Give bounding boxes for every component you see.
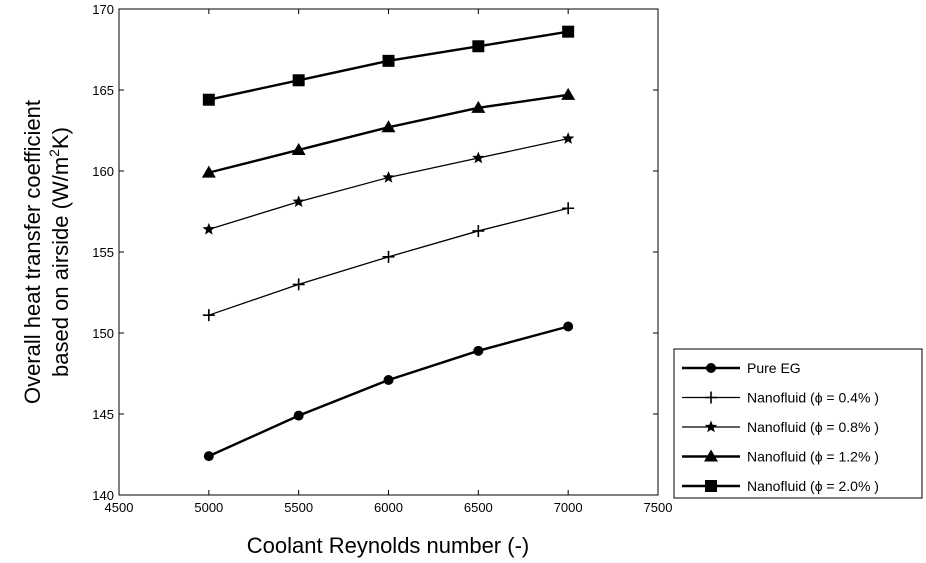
series-layer <box>201 25 576 462</box>
legend-marker-star <box>704 420 718 433</box>
y-tick-label: 140 <box>92 488 114 503</box>
x-axis-label: Coolant Reynolds number (-) <box>247 533 529 558</box>
y-tick-label: 165 <box>92 83 114 98</box>
data-point-plus <box>472 224 485 237</box>
data-point-circle <box>203 451 214 462</box>
y-axis-label: Overall heat transfer coefficient based … <box>20 100 73 404</box>
x-tick-label: 7500 <box>644 500 673 515</box>
data-point-circle <box>473 345 484 356</box>
data-point-square <box>472 40 485 53</box>
y-axis-ticks: 140 145 150 155 160 165 170 <box>92 2 658 503</box>
y-tick-label: 160 <box>92 164 114 179</box>
y-tick-label: 150 <box>92 326 114 341</box>
series-3 <box>202 132 575 235</box>
x-tick-label: 6500 <box>464 500 493 515</box>
y-axis-label-line1: Overall heat transfer coefficient <box>20 100 45 404</box>
legend-items: Pure EG Nanofluid (ϕ = 0.4% ) Nanofluid (ϕ… <box>682 360 879 494</box>
x-tick-label: 5500 <box>284 500 313 515</box>
legend-item: Pure EG <box>682 360 801 376</box>
data-point-plus <box>562 202 575 215</box>
data-point-circle <box>383 374 394 385</box>
data-point-circle <box>563 321 574 332</box>
series-1 <box>203 321 574 462</box>
data-point-star <box>292 195 305 208</box>
legend-item: Nanofluid (ϕ = 0.8% ) <box>682 419 879 435</box>
legend-item: Nanofluid (ϕ = 1.2% ) <box>682 449 879 465</box>
data-point-plus <box>382 250 395 263</box>
series-4 <box>201 87 576 178</box>
data-point-star <box>382 170 395 183</box>
x-tick-label: 6000 <box>374 500 403 515</box>
series-5 <box>202 25 575 106</box>
data-point-triangle <box>381 120 396 133</box>
y-axis-label-tail: K) <box>48 127 73 149</box>
y-tick-label: 155 <box>92 245 114 260</box>
x-axis-ticks: 4500 5000 5500 6000 6500 7000 7500 <box>105 9 673 515</box>
legend-item: Nanofluid (ϕ = 0.4% ) <box>682 390 879 406</box>
data-point-star <box>472 151 485 164</box>
y-tick-label: 170 <box>92 2 114 17</box>
y-tick-label: 145 <box>92 407 114 422</box>
series-2 <box>202 202 575 322</box>
legend-item: Nanofluid (ϕ = 2.0% ) <box>682 478 879 494</box>
legend-marker-triangle <box>704 449 718 462</box>
x-tick-label: 4500 <box>105 500 134 515</box>
x-tick-label: 7000 <box>554 500 583 515</box>
data-point-star <box>202 222 216 235</box>
x-tick-label: 5000 <box>194 500 223 515</box>
legend: Pure EG Nanofluid (ϕ = 0.4% ) Nanofluid (ϕ… <box>673 348 923 499</box>
legend-box <box>673 348 923 499</box>
data-point-plus <box>292 278 305 291</box>
legend-label: Nanofluid (ϕ = 1.2% ) <box>747 449 879 465</box>
data-point-triangle <box>561 87 576 100</box>
legend-marker-circle <box>706 363 716 373</box>
data-point-square <box>562 25 575 38</box>
data-point-square <box>292 74 305 87</box>
data-point-triangle <box>291 142 306 155</box>
legend-marker-square <box>705 480 717 492</box>
data-point-triangle <box>471 100 486 113</box>
y-axis-label-line2: based on airside (W/m2K) <box>46 127 73 377</box>
data-point-triangle <box>201 165 216 178</box>
data-point-circle <box>293 410 304 421</box>
data-point-square <box>382 54 395 67</box>
legend-label: Nanofluid (ϕ = 0.8% ) <box>747 419 879 435</box>
y-axis-label-main: based on airside (W/m <box>48 157 73 377</box>
data-point-plus <box>202 309 215 322</box>
legend-marker-plus <box>705 391 717 404</box>
legend-label: Pure EG <box>747 360 801 376</box>
data-point-star <box>561 132 575 144</box>
y-axis-label-superscript: 2 <box>46 149 62 157</box>
data-point-square <box>202 93 215 106</box>
legend-label: Nanofluid (ϕ = 2.0% ) <box>747 478 879 494</box>
legend-label: Nanofluid (ϕ = 0.4% ) <box>747 390 879 406</box>
